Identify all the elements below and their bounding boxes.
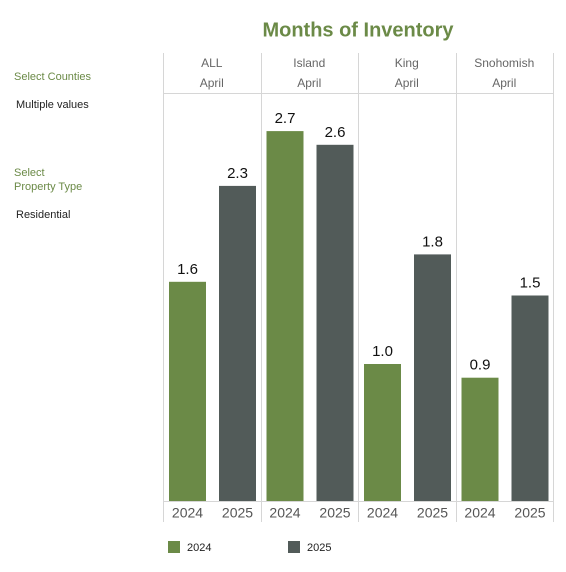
legend-swatch [288, 541, 300, 553]
facet-period: April [492, 76, 516, 90]
x-tick-label: 2025 [319, 505, 350, 521]
filter[interactable]: Select Property Type Residential [14, 152, 82, 236]
data-label: 1.8 [422, 233, 443, 250]
facet-period: April [200, 76, 224, 90]
x-tick-label: 2024 [367, 505, 398, 521]
filter-value[interactable]: Multiple values [16, 99, 89, 111]
bar [364, 364, 401, 501]
data-label: 1.6 [177, 261, 198, 278]
bar [169, 281, 206, 501]
filter-value[interactable]: Residential [16, 209, 71, 221]
bar [219, 185, 256, 501]
x-tick-label: 2025 [417, 505, 448, 521]
filter-label: Select Property Type [14, 167, 83, 193]
filter-label: Select Counties [14, 71, 92, 83]
x-tick-label: 2025 [514, 505, 545, 521]
data-label: 0.9 [470, 357, 491, 374]
data-label: 2.7 [275, 110, 296, 127]
facet-label: King [395, 56, 419, 70]
data-label: 2.3 [227, 165, 248, 182]
facet-label: ALL [201, 56, 223, 70]
chart-title: Months of Inventory [262, 19, 454, 41]
legend-label: 2024 [187, 542, 211, 554]
filter[interactable]: Select Counties Multiple values [14, 56, 91, 126]
x-tick-label: 2024 [172, 505, 203, 521]
bar [266, 131, 304, 501]
legend-swatch [168, 541, 180, 553]
legend-label: 2025 [307, 542, 331, 554]
facet-label: Snohomish [474, 56, 534, 70]
facet-period: April [297, 76, 321, 90]
bar [316, 144, 354, 502]
x-tick-label: 2025 [222, 505, 253, 521]
x-tick-label: 2024 [464, 505, 495, 521]
bar [511, 295, 549, 501]
x-tick-label: 2024 [269, 505, 300, 521]
bar [461, 377, 499, 501]
bar [414, 254, 451, 501]
data-label: 1.0 [372, 343, 393, 360]
data-label: 2.6 [325, 124, 346, 141]
facet-label: Island [293, 56, 325, 70]
data-label: 1.5 [520, 274, 541, 291]
facet-period: April [395, 76, 419, 90]
